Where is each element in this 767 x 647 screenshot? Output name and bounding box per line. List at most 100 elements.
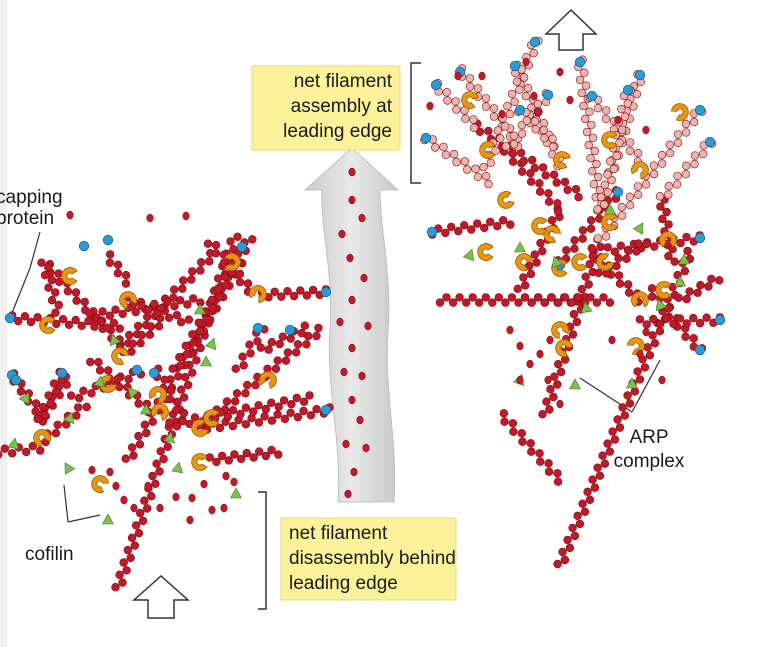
actin-subunit	[146, 322, 156, 331]
actin-subunit	[600, 200, 609, 209]
actin-subunit	[625, 146, 635, 156]
actin-filament	[0, 441, 45, 459]
actin-subunit	[689, 334, 698, 343]
actin-subunit	[630, 387, 640, 396]
arp-complex-icon	[515, 253, 534, 271]
actin-subunit	[535, 187, 545, 196]
actin-subunit	[579, 101, 588, 111]
arp-complex-icon	[191, 453, 208, 471]
actin-subunit	[601, 114, 611, 124]
actin-subunit	[583, 487, 592, 496]
actin-subunit	[312, 331, 321, 341]
actin-filament	[655, 139, 717, 201]
cofilin-icon	[199, 355, 213, 367]
actin-subunit	[44, 263, 53, 272]
actin-monomer	[556, 67, 564, 77]
actin-subunit	[596, 242, 605, 252]
actin-subunit	[540, 298, 550, 307]
arp-complex-icon	[259, 371, 277, 389]
actin-subunit	[176, 296, 185, 305]
actin-subunit	[192, 356, 201, 365]
actin-subunit	[231, 397, 240, 406]
actin-subunit	[662, 314, 671, 323]
actin-subunit	[530, 117, 540, 126]
actin-subunit	[676, 238, 685, 248]
actin-subunit	[593, 463, 602, 472]
cofilin-icon	[603, 203, 617, 215]
actin-subunit	[670, 257, 679, 266]
actin-monomer	[200, 479, 208, 489]
actin-subunit	[113, 269, 123, 278]
actin-subunit	[115, 324, 125, 333]
actin-subunit	[103, 366, 113, 375]
actin-subunit	[673, 171, 682, 181]
actin-subunit	[451, 97, 460, 106]
actin-subunit	[184, 315, 194, 324]
capping-protein-icon	[236, 241, 248, 253]
actin-subunit	[633, 182, 643, 191]
actin-subunit	[553, 207, 563, 216]
actin-subunit	[488, 298, 497, 307]
actin-subunit	[673, 130, 683, 139]
actin-subunit	[142, 428, 151, 438]
actin-filament	[420, 135, 493, 189]
actin-subunit	[693, 288, 702, 297]
actin-subunit	[127, 443, 137, 452]
actin-subunit	[587, 167, 597, 176]
actin-subunit	[270, 287, 279, 296]
actin-subunit	[452, 105, 461, 114]
actin-subunit	[527, 298, 536, 307]
actin-filament	[520, 293, 590, 307]
actin-filament	[203, 239, 253, 296]
actin-subunit	[130, 541, 140, 550]
actin-subunit	[58, 315, 68, 324]
actin-subunit	[460, 157, 469, 166]
actin-subunit	[634, 239, 643, 248]
actin-subunit	[549, 170, 559, 179]
actin-subunit	[599, 293, 608, 302]
left-actin-network	[0, 210, 334, 592]
actin-monomer	[358, 371, 366, 381]
actin-filament	[33, 367, 66, 424]
actin-monomer	[130, 503, 138, 513]
actin-subunit	[571, 185, 581, 194]
actin-subunit	[550, 372, 559, 381]
actin-subunit	[635, 315, 645, 324]
capping-protein-icon	[586, 90, 598, 102]
actin-subunit	[177, 385, 186, 394]
actin-subunit	[704, 282, 713, 291]
actin-subunit	[633, 367, 642, 376]
actin-monomer	[208, 505, 216, 515]
actin-subunit	[305, 391, 314, 400]
actin-subunit	[166, 386, 176, 396]
actin-subunit	[547, 216, 557, 225]
cofilin-icon	[568, 378, 582, 390]
actin-subunit	[484, 126, 493, 136]
actin-subunit	[607, 175, 616, 185]
actin-monomer	[348, 167, 356, 177]
actin-subunit	[44, 283, 53, 292]
capping-protein-icon	[78, 240, 90, 252]
actin-subunit	[609, 164, 619, 174]
actin-subunit	[14, 316, 23, 326]
actin-subunit	[115, 570, 124, 579]
actin-subunit	[219, 258, 229, 268]
actin-subunit	[514, 298, 523, 307]
cofilin-icon	[163, 431, 176, 444]
actin-subunit	[223, 412, 233, 421]
actin-monomer	[636, 349, 644, 359]
actin-subunit	[562, 246, 571, 255]
actin-subunit	[499, 216, 508, 225]
actin-subunit	[530, 163, 539, 173]
actin-subunit	[122, 566, 131, 575]
arp-complex-icon	[596, 253, 615, 271]
actin-subunit	[211, 240, 221, 250]
actin-subunit	[645, 351, 655, 360]
actin-subunit	[593, 103, 603, 113]
actin-monomer	[156, 503, 164, 513]
actin-subunit	[625, 201, 635, 210]
actin-subunit	[467, 225, 476, 234]
actin-subunit	[127, 533, 137, 542]
actin-subunit	[493, 126, 503, 135]
actin-subunit	[570, 236, 579, 245]
